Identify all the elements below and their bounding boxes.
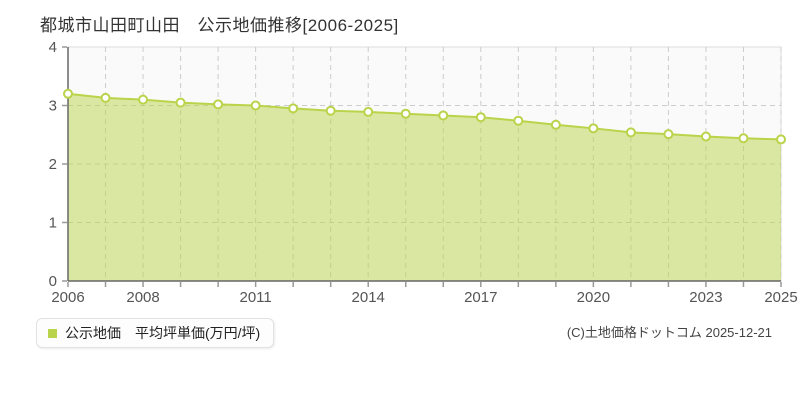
data-point bbox=[213, 99, 224, 110]
data-point-markers bbox=[63, 88, 786, 145]
legend-label: 公示地価 平均坪単価(万円/坪) bbox=[65, 325, 261, 341]
y-axis-label: 1 bbox=[49, 215, 57, 232]
data-point bbox=[475, 112, 486, 123]
price-trend-chart: 0 1 2 3 4 2006 2008 2011 2014 2017 2020 2023 2025 bbox=[49, 39, 798, 306]
y-axis-label: 2 bbox=[49, 156, 57, 173]
data-point bbox=[700, 131, 711, 142]
data-point bbox=[738, 133, 749, 144]
data-point bbox=[400, 108, 411, 119]
y-axis-label: 0 bbox=[49, 273, 57, 290]
price-area-fill bbox=[68, 93, 781, 281]
data-point bbox=[63, 88, 73, 99]
data-point bbox=[588, 123, 599, 134]
axes bbox=[67, 47, 781, 282]
data-point bbox=[250, 100, 261, 111]
x-axis-label: 2023 bbox=[689, 289, 722, 306]
data-point bbox=[100, 92, 111, 103]
data-point bbox=[175, 97, 186, 108]
legend-marker-square bbox=[48, 328, 57, 338]
legend: 公示地価 平均坪単価(万円/坪) bbox=[36, 318, 275, 348]
x-axis-label: 2008 bbox=[126, 289, 159, 306]
data-point bbox=[663, 129, 674, 140]
tick-marks bbox=[62, 46, 782, 287]
y-axis-label: 4 bbox=[49, 39, 57, 56]
data-point bbox=[288, 103, 299, 114]
price-line bbox=[67, 92, 782, 141]
x-axis-label: 2006 bbox=[51, 289, 84, 306]
data-point bbox=[550, 119, 561, 130]
data-point bbox=[776, 134, 786, 145]
x-axis-label: 2017 bbox=[464, 289, 497, 306]
x-axis-label: 2020 bbox=[577, 289, 610, 306]
x-axis-label: 2025 bbox=[764, 289, 797, 306]
chart-title: 都城市山田町山田 公示地価推移[2006-2025] bbox=[40, 16, 399, 35]
y-axis-label: 3 bbox=[49, 98, 57, 115]
data-point bbox=[363, 106, 374, 117]
data-point bbox=[438, 110, 449, 121]
x-axis-label: 2014 bbox=[352, 289, 385, 306]
x-axis-label: 2011 bbox=[239, 289, 271, 306]
axis-labels: 0 1 2 3 4 2006 2008 2011 2014 2017 2020 2023 2025 bbox=[49, 39, 798, 306]
copyright-text: (C)土地価格ドットコム 2025-12-21 bbox=[566, 325, 772, 340]
data-point bbox=[325, 105, 336, 116]
data-point bbox=[513, 115, 524, 126]
data-point bbox=[625, 127, 636, 138]
data-point bbox=[138, 94, 149, 105]
